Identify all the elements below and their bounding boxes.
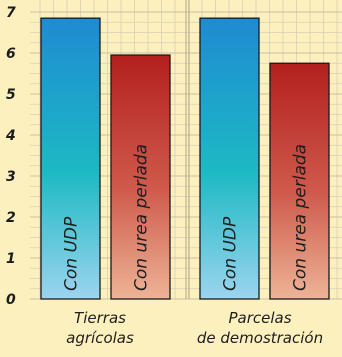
category-label: de demostración (197, 329, 323, 347)
category-label: Tierras (74, 309, 126, 327)
bar-series-label: Con urea perlada (132, 144, 152, 291)
y-axis: 0 1 2 3 4 5 6 7 (5, 5, 16, 308)
bar-con-urea-perlada-1 (269, 62, 330, 300)
y-tick-label: 5 (6, 87, 16, 103)
bar-series-label: Con urea perlada (291, 144, 311, 291)
y-tick-label: 3 (6, 169, 16, 185)
y-tick-label: 4 (5, 128, 16, 144)
category-label: Parcelas (228, 309, 291, 327)
y-tick-label: 7 (6, 5, 16, 21)
bar-series-label: Con UDP (62, 216, 82, 291)
y-tick-label: 1 (6, 251, 16, 267)
bar-series-label: Con UDP (221, 216, 241, 291)
bar-con-urea-perlada-0 (110, 54, 171, 300)
bar-con-udp-1 (199, 17, 260, 300)
y-tick-label: 2 (6, 210, 16, 226)
y-tick-label: 0 (6, 292, 16, 308)
y-tick-label: 6 (6, 46, 16, 62)
category-label: agrícolas (66, 329, 134, 347)
bar-con-udp-0 (40, 17, 101, 300)
x-axis-labels: Tierras agrícolas Parcelas de demostración (66, 309, 323, 347)
bars: Con UDP Con urea perlada Con UDP Con urea p… (40, 17, 330, 300)
